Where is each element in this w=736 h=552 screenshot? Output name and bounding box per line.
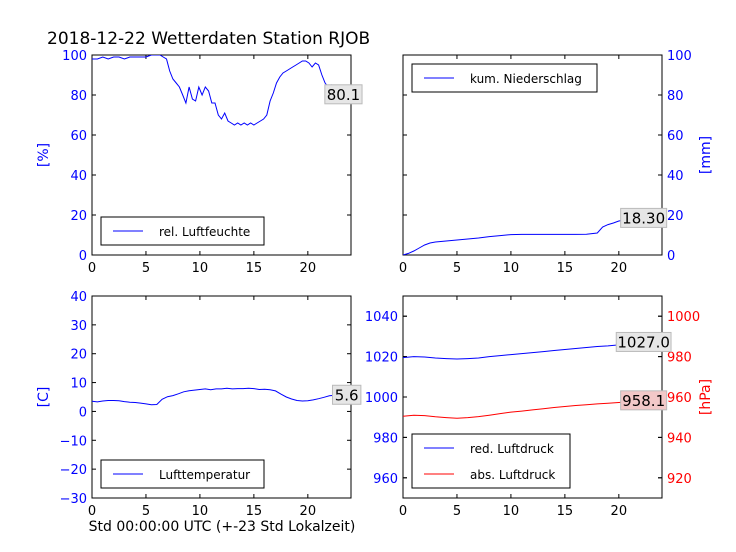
panel-precip: 0 5 10 15 20 0 20 40 60 80 100 [mm] 18.30 kum. Nieder… [399, 49, 714, 276]
x-tick-label: 5 [142, 261, 150, 276]
x-tick-label: 0 [399, 504, 407, 519]
y-tick-label: 60 [667, 129, 684, 144]
panel-temperature: 0 5 10 15 20 −30 −20 −10 0 10 20 30 40 [C] 5.6 Lufttemp… [36, 290, 362, 519]
panel-humidity: 0 5 10 15 20 0 20 40 60 80 100 [%] 80.1 rel. Luftfeuc… [36, 49, 363, 276]
y-tick-label: 0 [667, 249, 675, 264]
y-tick-label: 0 [79, 405, 87, 420]
y-tick-label: 30 [70, 319, 87, 334]
y-tick-label: 40 [70, 169, 87, 184]
y-tick-label: 1040 [365, 310, 398, 325]
y-tick-label: 960 [667, 391, 692, 406]
series-line-abs--luftdruck [403, 400, 662, 419]
y-tick-label: 80 [667, 89, 684, 104]
y-axis-label: [%] [36, 143, 52, 167]
y-tick-label: 20 [667, 209, 684, 224]
annotation-value: 5.6 [335, 386, 359, 404]
x-tick-label: 5 [142, 504, 150, 519]
legend-label: rel. Luftfeuchte [159, 225, 250, 239]
y-tick-label: 0 [79, 249, 87, 264]
figure-xlabel: Std 00:00:00 UTC (+-23 Std Lokalzeit) [89, 519, 356, 535]
y-tick-label: 920 [667, 472, 692, 487]
x-tick-label: 0 [88, 504, 96, 519]
x-tick-label: 15 [246, 261, 263, 276]
annotation-box [620, 390, 668, 411]
x-tick-label: 10 [192, 261, 209, 276]
x-tick-label: 20 [300, 504, 317, 519]
annotation-box [324, 84, 363, 105]
y-tick-label: 980 [373, 431, 398, 446]
x-tick-label: 20 [611, 261, 628, 276]
y-tick-label: 40 [70, 290, 87, 305]
y-tick-label: 40 [667, 169, 684, 184]
legend-label: abs. Luftdruck [470, 468, 555, 482]
y-tick-label: 1020 [365, 351, 398, 366]
annotation-value: 18.30 [622, 209, 665, 227]
panel-pressure: 0 5 10 15 2096098010001020104092094096098010… [365, 295, 714, 519]
y-tick-label: 80 [70, 89, 87, 104]
y-tick-label: 60 [70, 129, 87, 144]
annotation-box [331, 384, 362, 405]
series-line-rel--luftfeuchte [92, 55, 351, 126]
y-tick-label: −10 [60, 434, 87, 449]
annotation-value: 1027.0 [617, 333, 670, 351]
y-tick-label: 960 [373, 472, 398, 487]
x-tick-label: 5 [453, 504, 461, 519]
x-tick-label: 5 [453, 261, 461, 276]
x-tick-label: 10 [192, 504, 209, 519]
legend-label: red. Luftdruck [470, 442, 554, 456]
annotation-box [615, 331, 672, 352]
annotation-value: 958.1 [622, 392, 665, 410]
figure-title: 2018-12-22 Wetterdaten Station RJOB [47, 29, 370, 49]
y-tick-label: 20 [70, 348, 87, 363]
legend-box [411, 433, 571, 489]
series-line-lufttemperatur [92, 387, 351, 406]
y-tick-label: 10 [70, 377, 87, 392]
y-tick-label: 1000 [667, 310, 700, 325]
y-tick-label: 1000 [365, 391, 398, 406]
legend-label: kum. Niederschlag [470, 72, 582, 86]
x-tick-label: 0 [399, 261, 407, 276]
y-tick-label: 100 [62, 49, 87, 64]
y-axis-label: [mm] [698, 136, 714, 174]
y-tick-label: −30 [60, 492, 87, 507]
y-tick-label: −20 [60, 463, 87, 478]
x-tick-label: 15 [246, 504, 263, 519]
annotation-value: 80.1 [327, 86, 360, 104]
y-axis-label: [hPa] [698, 379, 714, 415]
x-tick-label: 15 [557, 261, 574, 276]
y-tick-label: 940 [667, 431, 692, 446]
x-tick-label: 10 [503, 261, 520, 276]
x-tick-label: 0 [88, 261, 96, 276]
y-tick-label: 100 [667, 49, 692, 64]
x-tick-label: 20 [611, 504, 628, 519]
legend-label: Lufttemperatur [159, 468, 250, 482]
y-tick-label: 980 [667, 351, 692, 366]
annotation-box [620, 207, 668, 228]
y-axis-label: [C] [36, 387, 52, 408]
series-line-kum--niederschlag [403, 217, 662, 255]
x-tick-label: 20 [300, 261, 317, 276]
y-tick-label: 20 [70, 209, 87, 224]
x-tick-label: 15 [557, 504, 574, 519]
x-tick-label: 10 [503, 504, 520, 519]
